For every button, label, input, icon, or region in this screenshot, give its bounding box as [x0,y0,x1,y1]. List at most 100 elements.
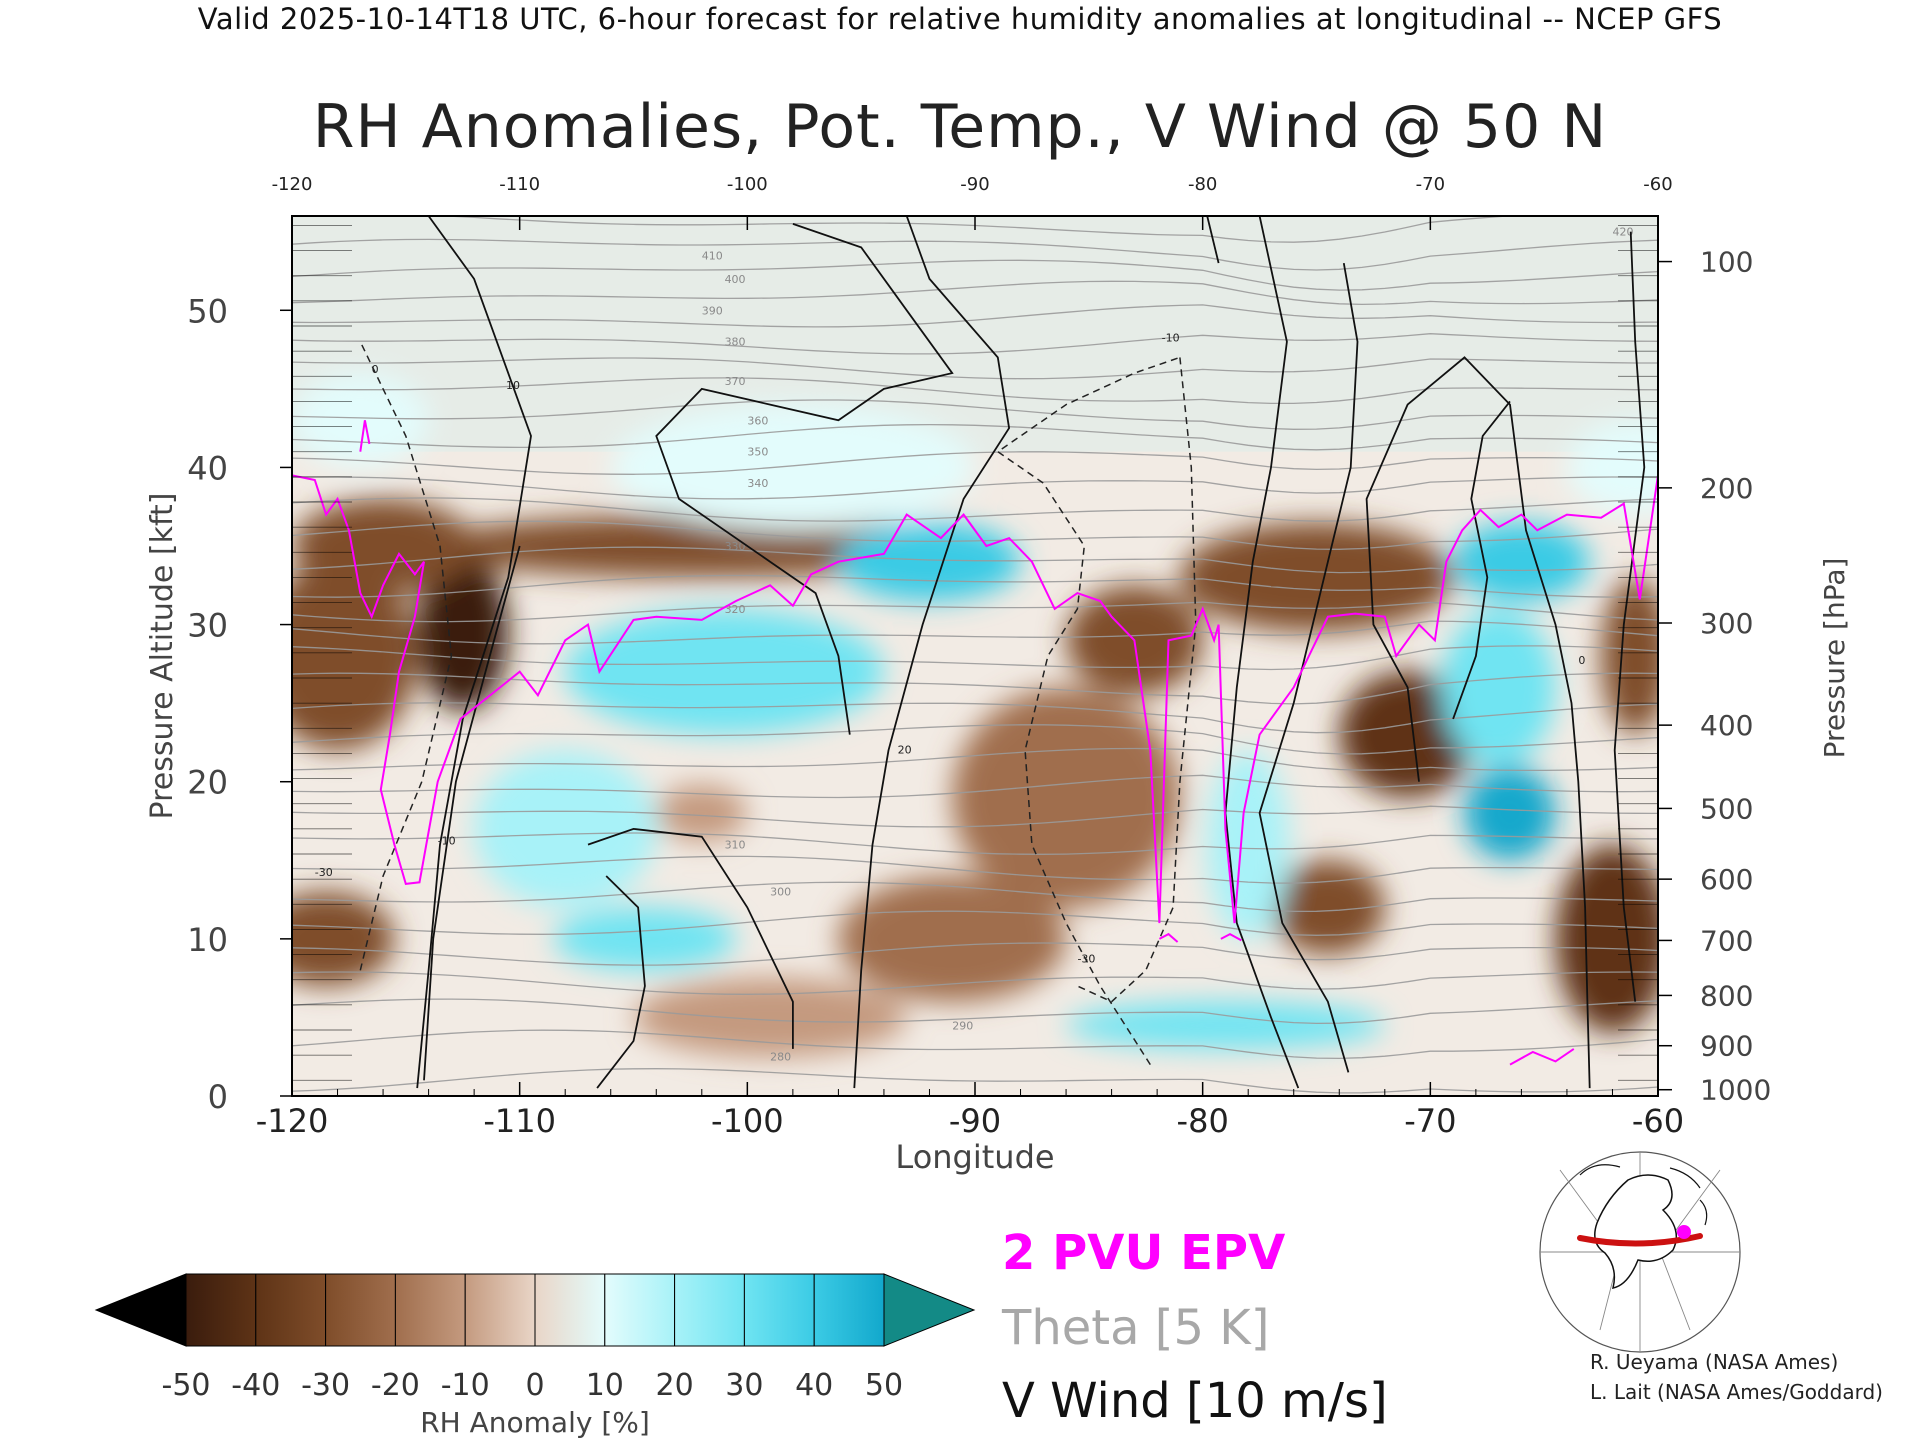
anomaly-region-9 [1555,844,1658,1034]
anomaly-region-23 [1066,1001,1385,1049]
colorbar-tick-label: 10 [586,1368,624,1403]
vwind-contours: -30 -10 0 10 20 -30 -10 0 [315,216,1646,1089]
theta-line-30 [292,280,1658,306]
theta-line-7 [292,855,1658,884]
theta-label: 400 [725,273,746,286]
credit-line-1: R. Ueyama (NASA Ames) [1590,1350,1839,1374]
x-tick-label: -70 [1404,1102,1456,1140]
chart-title: RH Anomalies, Pot. Temp., V Wind @ 50 N [312,92,1608,162]
epv-fragment-0 [359,420,371,452]
anomaly-region-12 [838,876,1067,1002]
colorbar-tick-label: -40 [231,1368,280,1403]
locator-map-inset [1539,1151,1741,1353]
theta-line-13 [292,702,1658,734]
theta-line-29 [292,304,1658,328]
vwind-contour-solid-5 [1258,262,1359,1073]
anomaly-region-5 [1179,522,1454,633]
theta-line-12 [292,724,1658,755]
pressure-tick-label: 400 [1700,709,1753,742]
stratosphere-band [292,216,1658,452]
theta-line-32 [292,238,1658,271]
anomaly-region-26 [1566,420,1658,515]
colorbar-segment [185,1273,257,1347]
theta-line-10 [292,774,1658,799]
legend-vwind: V Wind [10 m/s] [1002,1373,1388,1429]
colorbar-segment [534,1273,606,1347]
colorbar-segment [255,1273,327,1347]
theta-label: 410 [702,249,723,262]
x-tick-label: -60 [1632,1102,1684,1140]
colorbar-segment [464,1273,536,1347]
theta-line-2 [292,998,1658,1025]
theta-label: 420 [1612,226,1633,239]
x-top-tick-label: -110 [499,174,540,195]
colorbar-tick-label: 40 [795,1368,833,1403]
colorbar-tick-label: -50 [162,1368,211,1403]
legend-epv: 2 PVU EPV [1002,1225,1286,1281]
pressure-tick-label: 600 [1700,863,1753,896]
anomaly-region-16 [838,522,1021,601]
colorbar-tick-label: 20 [656,1368,694,1403]
credit-line-2: L. Lait (NASA Ames/Goddard) [1590,1380,1883,1404]
colorbar-low-arrow [94,1273,187,1347]
vwind-label: -30 [1077,952,1095,965]
theta-line-6 [292,881,1658,913]
theta-label: 360 [747,414,768,427]
colorbar-segment [743,1273,815,1347]
colorbar-tick-label: -30 [301,1368,350,1403]
theta-line-25 [292,399,1658,430]
colorbar-label: RH Anomaly [%] [420,1406,650,1439]
x-axis-label: Longitude [895,1138,1054,1176]
colorbar-segment [325,1273,396,1347]
colorbar-tick-label: 30 [725,1368,763,1403]
theta-line-23 [292,451,1658,475]
y-tick-label: 40 [187,449,228,487]
pressure-tick-label: 700 [1700,924,1753,957]
vwind-contour-solid-1 [423,545,521,1081]
vwind-label: -10 [1162,332,1180,345]
x-tick-label: -80 [1177,1102,1229,1140]
theta-line-18 [292,574,1658,598]
y-tick-label: 20 [187,764,228,802]
x-tick-label: -90 [949,1102,1001,1140]
vwind-contour-solid-3 [853,216,1011,1089]
vwind-contour-solid-0 [416,216,532,1089]
anomaly-region-3 [292,891,395,986]
colorbar-high-arrow [883,1273,976,1347]
epv-contour [292,420,1658,1066]
colorbar-segment [813,1273,885,1347]
theta-line-1 [292,1029,1658,1060]
theta-line-22 [292,476,1658,500]
theta-line-3 [292,971,1658,995]
theta-line-26 [292,377,1658,405]
theta-label: 300 [770,886,791,899]
theta-line-14 [292,672,1658,705]
epv-2pvu-line [292,474,1658,924]
colorbar-segment [394,1273,466,1347]
anomaly-region-15 [565,608,884,735]
anomaly-region-18 [474,750,657,908]
x-top-tick-label: -60 [1643,174,1672,195]
theta-line-4 [292,942,1658,966]
y-axis-label-right: Pressure [hPa] [1818,558,1851,759]
colorbar-tick-label: 50 [865,1368,903,1403]
theta-label: 330 [725,540,746,553]
theta-line-28 [292,333,1658,355]
epv-fragment-2 [1158,932,1179,943]
anomaly-region-2 [292,498,475,594]
anomaly-region-22 [1441,608,1556,766]
anomaly-region-8 [1270,860,1385,955]
theta-label: 390 [702,304,723,317]
theta-line-27 [292,357,1658,380]
anomaly-region-10 [1601,577,1658,735]
vwind-contour-solid-6 [1206,216,1220,264]
anomaly-region-7 [1339,671,1476,798]
x-top-tick-label: -80 [1188,174,1217,195]
vwind-contour-solid-4 [1224,216,1300,1089]
valid-time-line: Valid 2025-10-14T18 UTC, 6-hour forecast… [197,2,1723,36]
coastlines [1579,1164,1708,1226]
theta-line-11 [292,747,1658,772]
pressure-tick-label: 800 [1700,979,1753,1012]
y-tick-label: 30 [187,607,228,645]
